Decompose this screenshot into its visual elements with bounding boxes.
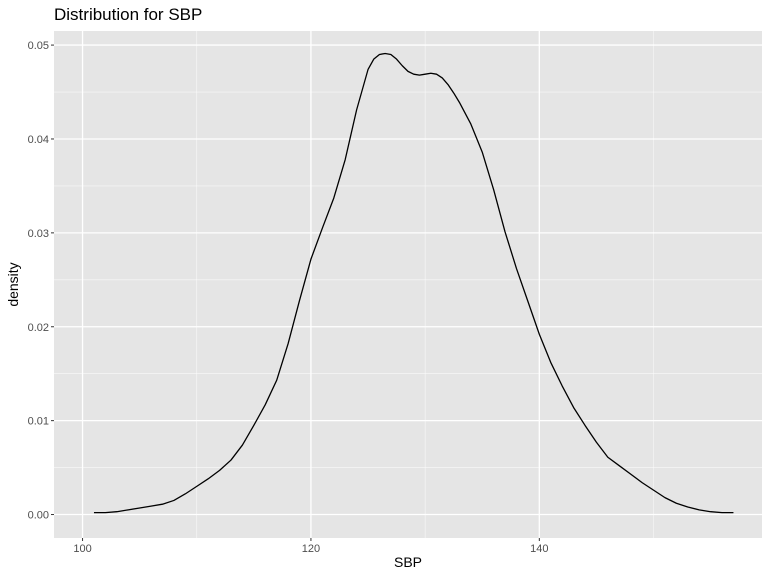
major-gridlines: [54, 31, 762, 538]
x-tick-label: 140: [530, 543, 548, 555]
y-axis-title: density: [5, 262, 21, 306]
x-tick-label: 120: [302, 543, 320, 555]
density-line: [93, 52, 734, 514]
y-tick-label: 0.02: [28, 322, 49, 334]
x-tick-label: 100: [73, 543, 91, 555]
x-tick-labels: 100 120 140: [73, 543, 548, 555]
y-tick-label: 0.00: [28, 510, 49, 522]
series-layer: [93, 52, 734, 514]
axis-ticks: [51, 44, 540, 541]
chart-title: Distribution for SBP: [54, 5, 202, 24]
x-axis-title: SBP: [394, 554, 422, 570]
y-tick-label: 0.05: [28, 40, 49, 52]
y-tick-label: 0.01: [28, 416, 49, 428]
y-tick-label: 0.03: [28, 228, 49, 240]
y-tick-label: 0.04: [28, 134, 49, 146]
y-tick-labels: 0.00 0.01 0.02 0.03 0.04 0.05: [28, 40, 49, 521]
minor-gridlines: [54, 31, 762, 538]
plot-panel: [54, 31, 762, 538]
